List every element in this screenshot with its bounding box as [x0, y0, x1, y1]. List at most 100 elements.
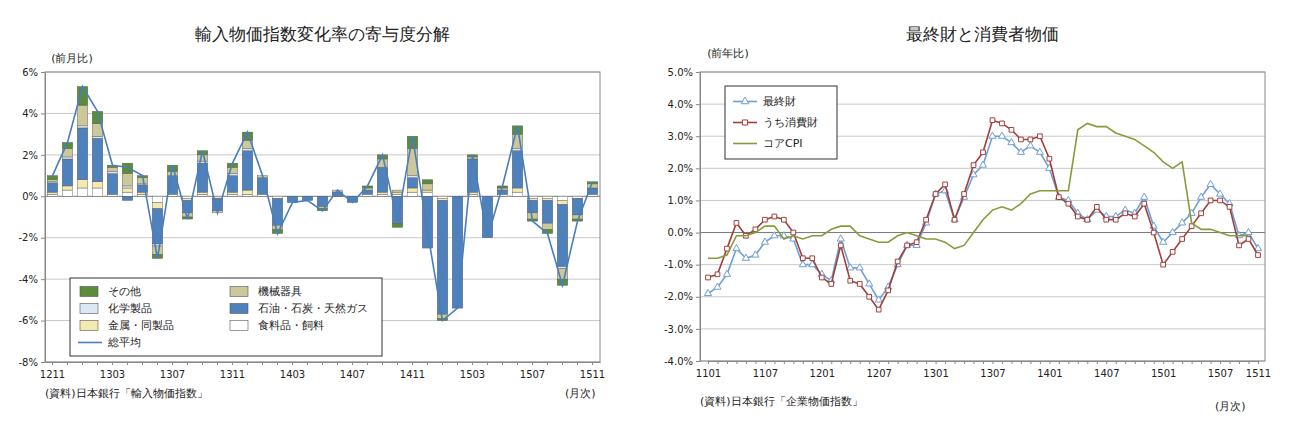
- grid-line: [700, 264, 1265, 265]
- bar: [542, 196, 553, 198]
- marker: [1113, 217, 1118, 222]
- marker: [1036, 148, 1043, 154]
- tick-mark: [562, 362, 563, 365]
- legend-label: 総平均: [107, 336, 141, 349]
- tick-label: 2.0%: [668, 163, 693, 174]
- tick-mark: [1125, 361, 1126, 364]
- marker: [1199, 211, 1204, 216]
- marker: [1142, 201, 1147, 206]
- tick: [1230, 361, 1231, 364]
- legend-swatch: [733, 143, 757, 145]
- tick-mark: [1068, 361, 1069, 364]
- tick-label: -2.0%: [664, 291, 693, 302]
- bar: [62, 190, 73, 196]
- tick-mark: [41, 321, 45, 322]
- marker: [895, 259, 900, 264]
- tick-label: 4%: [22, 108, 38, 119]
- tick-mark: [217, 362, 218, 365]
- marker: [715, 272, 720, 277]
- tick: [945, 361, 946, 364]
- tick-label: 1411: [400, 369, 425, 380]
- bar: [482, 196, 493, 197]
- tick: [974, 361, 975, 364]
- tick-mark: [1097, 361, 1098, 364]
- bar: [452, 196, 463, 197]
- tick: 1511: [580, 362, 605, 380]
- marker: [1170, 249, 1175, 254]
- marker: [943, 182, 948, 187]
- legend-swatch: [230, 304, 248, 314]
- tick-mark: [831, 361, 832, 364]
- tick-mark: [1239, 361, 1240, 364]
- bar: [587, 196, 598, 197]
- bar: [47, 176, 58, 180]
- marker: [1246, 237, 1251, 242]
- bar: [572, 196, 583, 197]
- axis-line: [45, 73, 46, 363]
- tick: [907, 361, 908, 364]
- y-axis: 6%4%2%0%-2%-4%-6%-8%: [19, 67, 46, 368]
- tick-mark: [1154, 361, 1155, 364]
- tick: [774, 361, 775, 364]
- marker: [989, 132, 996, 138]
- tick: 1507: [1208, 361, 1233, 379]
- tick: [850, 361, 851, 364]
- tick: [487, 362, 488, 365]
- tick: [717, 361, 718, 364]
- bar: [92, 138, 103, 182]
- tick-label: 1311: [220, 369, 245, 380]
- tick-mark: [292, 362, 293, 365]
- tick: [202, 362, 203, 365]
- tick-mark: [765, 361, 766, 364]
- tick: [1011, 361, 1012, 364]
- tick: [262, 362, 263, 365]
- tick: 1407: [1094, 361, 1119, 379]
- tick: [82, 362, 83, 365]
- tick-mark: [157, 362, 158, 365]
- bar: [347, 196, 358, 197]
- tick-mark: [696, 72, 700, 73]
- tick-mark: [1078, 361, 1079, 364]
- bar: [272, 196, 283, 198]
- tick: 1107: [753, 361, 778, 379]
- marker: [1000, 121, 1005, 126]
- tick-mark: [696, 265, 700, 266]
- bar: [107, 171, 118, 173]
- y-axis-title: (前年比): [707, 47, 749, 60]
- bar: [107, 196, 118, 197]
- tick: [337, 362, 338, 365]
- bar: [62, 159, 73, 186]
- marker-series: [706, 118, 1261, 312]
- tick-label: 1.0%: [668, 195, 693, 206]
- bar: [47, 194, 58, 196]
- tick-mark: [307, 362, 308, 365]
- tick: 1407: [340, 362, 365, 380]
- tick-mark: [487, 362, 488, 365]
- bar: [407, 192, 418, 196]
- legend-item: 石油・石炭・天然ガス: [230, 302, 368, 315]
- grid-line: [45, 113, 600, 114]
- tick: [97, 362, 98, 365]
- tick-mark: [1021, 361, 1022, 364]
- plot-area: [704, 118, 1261, 312]
- tick-mark: [1182, 361, 1183, 364]
- tick: [831, 361, 832, 364]
- tick: [1078, 361, 1079, 364]
- bar: [137, 185, 148, 192]
- bar: [152, 203, 163, 209]
- tick-label: -8%: [19, 357, 38, 368]
- legend-label: 最終財: [763, 95, 796, 108]
- bar: [437, 196, 448, 197]
- bar: [287, 196, 298, 197]
- bar: [542, 196, 553, 197]
- marker: [829, 282, 834, 287]
- tick-mark: [1040, 361, 1041, 364]
- tick-label: -4.0%: [664, 356, 693, 367]
- bar: [377, 196, 388, 197]
- marker: [875, 296, 882, 302]
- tick-mark: [964, 361, 965, 364]
- chart-title: 最終財と消費者物価: [906, 24, 1059, 44]
- tick-mark: [41, 279, 45, 280]
- tick-mark: [907, 361, 908, 364]
- bar: [122, 192, 133, 196]
